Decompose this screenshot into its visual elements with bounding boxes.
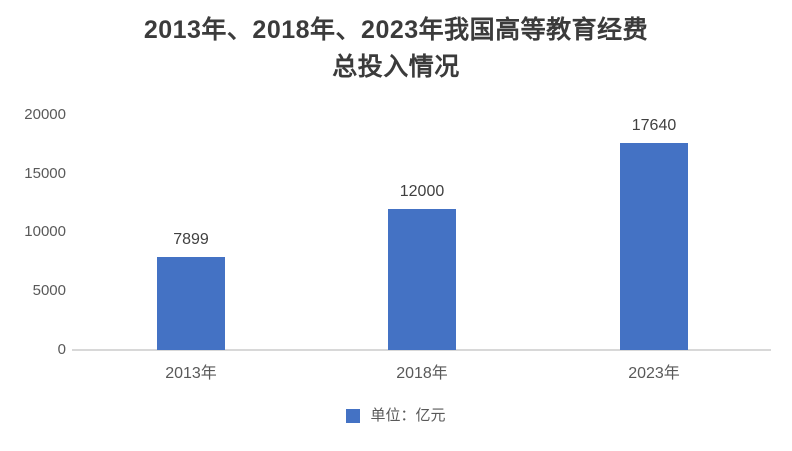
- legend-swatch-icon: [346, 409, 361, 423]
- bar-2018: [388, 209, 456, 350]
- y-axis-tick-0: 0: [57, 341, 66, 358]
- bar-2023: [620, 143, 688, 350]
- y-axis-tick-10000: 10000: [24, 223, 66, 240]
- x-axis-label-2023: 2023年: [628, 365, 680, 382]
- y-axis-tick-15000: 15000: [24, 165, 66, 182]
- x-axis-line: [72, 349, 771, 351]
- bar-2013: [157, 257, 225, 350]
- chart-title-line2: 总投入情况: [332, 53, 460, 81]
- legend: 单位：亿元: [0, 407, 792, 425]
- bar-value-label-2018: 12000: [399, 183, 445, 200]
- bar-value-label-2013: 7899: [173, 231, 209, 248]
- bar-group-2023: 17640: [538, 116, 770, 350]
- legend-label: 单位：亿元: [370, 407, 446, 424]
- chart-title-line1: 2013年、2018年、2023年我国高等教育经费: [143, 16, 649, 44]
- y-axis-tick-20000: 20000: [24, 106, 66, 123]
- x-axis-label-2013: 2013年: [165, 365, 217, 382]
- y-axis-tick-5000: 5000: [32, 282, 66, 299]
- bar-group-2018: 12000: [306, 182, 538, 350]
- x-axis-label-2018: 2018年: [396, 365, 448, 382]
- chart-title: 2013年、2018年、2023年我国高等教育经费 总投入情况: [0, 12, 792, 86]
- bar-group-2013: 7899: [75, 230, 307, 350]
- bar-value-label-2023: 17640: [631, 117, 677, 134]
